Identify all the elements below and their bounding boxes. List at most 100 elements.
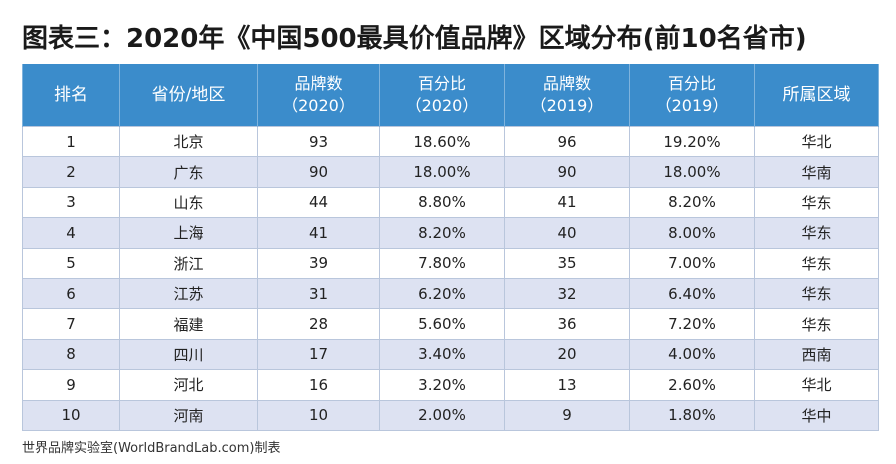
- header-row: 排名 省份/地区 品牌数 （2020） 百分比 （2020） 品牌数 （2019…: [22, 64, 879, 127]
- cell-pct-2020: 18.00%: [379, 156, 505, 188]
- cell-brands-2020: 93: [257, 125, 380, 158]
- cell-rank: 4: [22, 217, 120, 249]
- header-pct-2019-label: 百分比: [667, 74, 716, 93]
- cell-pct-2019: 7.20%: [629, 308, 755, 340]
- header-rank: 排名: [22, 64, 120, 127]
- table-row: 2 广东 90 18.00% 90 18.00% 华南: [22, 156, 879, 188]
- table-header: 排名 省份/地区 品牌数 （2020） 百分比 （2020） 品牌数 （2019…: [22, 64, 879, 127]
- table-row: 8 四川 17 3.40% 20 4.00% 西南: [22, 338, 879, 371]
- cell-brands-2020: 31: [257, 277, 380, 310]
- table-row: 3 山东 44 8.80% 41 8.20% 华东: [22, 186, 879, 219]
- cell-pct-2020: 8.20%: [379, 217, 505, 249]
- cell-brands-2020: 44: [257, 186, 380, 219]
- cell-pct-2020: 6.20%: [379, 277, 505, 310]
- cell-region: 华东: [754, 277, 879, 310]
- cell-rank: 9: [22, 369, 120, 401]
- header-pct-2020-label: 百分比: [417, 74, 466, 93]
- cell-brands-2019: 90: [504, 156, 630, 188]
- cell-region: 华南: [754, 156, 879, 188]
- cell-brands-2019: 20: [504, 338, 630, 371]
- header-brands-2019: 品牌数 （2019）: [504, 64, 630, 127]
- table-row: 7 福建 28 5.60% 36 7.20% 华东: [22, 308, 879, 340]
- cell-province: 江苏: [119, 277, 258, 310]
- header-pct-2020: 百分比 （2020）: [379, 64, 505, 127]
- cell-brands-2019: 36: [504, 308, 630, 340]
- cell-pct-2020: 3.20%: [379, 369, 505, 401]
- table-row: 6 江苏 31 6.20% 32 6.40% 华东: [22, 277, 879, 310]
- cell-pct-2020: 8.80%: [379, 186, 505, 219]
- header-province: 省份/地区: [119, 64, 258, 127]
- cell-region: 华东: [754, 217, 879, 249]
- cell-region: 华中: [754, 399, 879, 431]
- cell-pct-2019: 19.20%: [629, 125, 755, 158]
- cell-pct-2019: 8.00%: [629, 217, 755, 249]
- header-region: 所属区域: [754, 64, 879, 127]
- cell-brands-2020: 16: [257, 369, 380, 401]
- cell-rank: 6: [22, 277, 120, 310]
- cell-rank: 2: [22, 156, 120, 188]
- cell-region: 华东: [754, 186, 879, 219]
- cell-province: 四川: [119, 338, 258, 371]
- cell-pct-2019: 8.20%: [629, 186, 755, 219]
- cell-brands-2019: 96: [504, 125, 630, 158]
- header-brands-2020-year: （2020）: [282, 96, 355, 115]
- cell-pct-2020: 18.60%: [379, 125, 505, 158]
- header-pct-2020-year: （2020）: [405, 96, 479, 115]
- cell-province: 福建: [119, 308, 258, 340]
- table-row: 9 河北 16 3.20% 13 2.60% 华北: [22, 369, 879, 401]
- cell-brands-2020: 39: [257, 247, 380, 279]
- page-title: 图表三：2020年《中国500最具价值品牌》区域分布(前10名省市): [22, 24, 807, 54]
- cell-pct-2020: 3.40%: [379, 338, 505, 371]
- table-row: 10 河南 10 2.00% 9 1.80% 华中: [22, 399, 879, 431]
- header-brands-2019-year: （2019）: [530, 96, 604, 115]
- source-footnote: 世界品牌实验室(WorldBrandLab.com)制表: [22, 441, 281, 456]
- cell-brands-2020: 10: [257, 399, 380, 431]
- cell-pct-2020: 7.80%: [379, 247, 505, 279]
- cell-province: 上海: [119, 217, 258, 249]
- cell-brands-2020: 17: [257, 338, 380, 371]
- header-pct-2019: 百分比 （2019）: [629, 64, 755, 127]
- cell-province: 山东: [119, 186, 258, 219]
- cell-brands-2020: 41: [257, 217, 380, 249]
- cell-pct-2019: 6.40%: [629, 277, 755, 310]
- table-row: 1 北京 93 18.60% 96 19.20% 华北: [22, 125, 879, 158]
- cell-brands-2020: 28: [257, 308, 380, 340]
- cell-brands-2019: 41: [504, 186, 630, 219]
- header-province-label: 省份/地区: [151, 85, 226, 105]
- cell-rank: 1: [22, 125, 120, 158]
- cell-brands-2019: 40: [504, 217, 630, 249]
- region-table-container: 排名 省份/地区 品牌数 （2020） 百分比 （2020） 品牌数 （2019…: [22, 64, 879, 431]
- cell-region: 西南: [754, 338, 879, 371]
- cell-region: 华北: [754, 369, 879, 401]
- cell-rank: 5: [22, 247, 120, 279]
- header-region-label: 所属区域: [782, 85, 851, 105]
- cell-region: 华北: [754, 125, 879, 158]
- header-brands-2020-label: 品牌数: [294, 74, 343, 93]
- header-rank-label: 排名: [54, 85, 88, 105]
- cell-brands-2019: 32: [504, 277, 630, 310]
- cell-pct-2020: 2.00%: [379, 399, 505, 431]
- cell-rank: 7: [22, 308, 120, 340]
- cell-brands-2019: 9: [504, 399, 630, 431]
- cell-region: 华东: [754, 247, 879, 279]
- cell-pct-2019: 7.00%: [629, 247, 755, 279]
- cell-brands-2019: 35: [504, 247, 630, 279]
- header-pct-2019-year: （2019）: [655, 96, 729, 115]
- cell-pct-2019: 4.00%: [629, 338, 755, 371]
- header-brands-2020: 品牌数 （2020）: [257, 64, 380, 127]
- cell-pct-2019: 1.80%: [629, 399, 755, 431]
- cell-province: 北京: [119, 125, 258, 158]
- cell-rank: 8: [22, 338, 120, 371]
- table-row: 5 浙江 39 7.80% 35 7.00% 华东: [22, 247, 879, 279]
- cell-province: 河南: [119, 399, 258, 431]
- cell-brands-2019: 13: [504, 369, 630, 401]
- cell-pct-2019: 18.00%: [629, 156, 755, 188]
- region-distribution-table: 排名 省份/地区 品牌数 （2020） 百分比 （2020） 品牌数 （2019…: [22, 64, 879, 431]
- cell-region: 华东: [754, 308, 879, 340]
- cell-province: 浙江: [119, 247, 258, 279]
- table-body: 1 北京 93 18.60% 96 19.20% 华北 2 广东 90 18.0…: [22, 125, 879, 431]
- header-brands-2019-label: 品牌数: [542, 74, 591, 93]
- cell-brands-2020: 90: [257, 156, 380, 188]
- cell-pct-2019: 2.60%: [629, 369, 755, 401]
- cell-province: 广东: [119, 156, 258, 188]
